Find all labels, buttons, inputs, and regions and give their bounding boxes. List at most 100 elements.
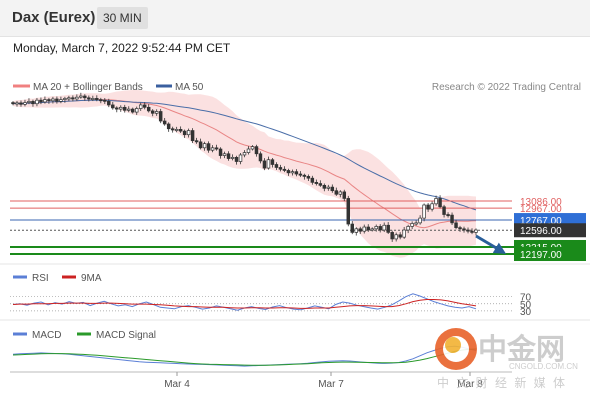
candle: [166, 122, 171, 132]
candle-body: [47, 99, 51, 102]
candle: [190, 128, 195, 144]
candle-body: [454, 222, 458, 228]
candle-body: [87, 97, 91, 100]
candle-body: [15, 102, 19, 105]
candle-body: [210, 147, 215, 151]
candle: [406, 224, 410, 234]
candle-body: [314, 182, 319, 184]
candle: [115, 106, 119, 113]
level-tag-bg: [514, 223, 586, 238]
rsi-tick-label: 30: [520, 307, 532, 318]
candle: [434, 195, 438, 206]
candle-body: [310, 177, 315, 183]
candle-body: [178, 129, 183, 132]
candle: [19, 100, 23, 107]
candle-body: [370, 228, 374, 231]
level-tags: 13086.0012967.0012767.0012596.0012315.00…: [514, 197, 586, 262]
candle-body: [298, 173, 303, 176]
candle: [382, 222, 386, 233]
candle-body: [398, 234, 402, 238]
candle-body: [406, 226, 410, 231]
candle-body: [246, 148, 251, 153]
candle-body: [170, 128, 175, 131]
timeframe-button[interactable]: 30 MIN: [97, 7, 148, 29]
candle: [71, 95, 75, 102]
candle-body: [158, 111, 163, 122]
candle-body: [31, 101, 35, 105]
instrument-title: Dax (Eurex): [12, 9, 96, 26]
candle-body: [450, 214, 454, 224]
candle: [262, 158, 267, 171]
legend-label-rsi: RSI: [32, 273, 49, 284]
candlesticks: [11, 92, 478, 242]
candle-body: [326, 186, 331, 189]
candle: [342, 189, 347, 202]
candle: [79, 92, 83, 99]
candle: [55, 96, 59, 104]
level-label: 12967.00: [520, 204, 562, 215]
candle: [338, 190, 343, 198]
candle: [35, 97, 39, 107]
candle-body: [166, 123, 171, 130]
level-tag-bg: [514, 247, 586, 262]
level-label: 12197.00: [520, 250, 562, 261]
candle-body: [446, 214, 450, 217]
candle-body: [278, 167, 283, 170]
candle: [39, 97, 43, 105]
bollinger-band-area: [13, 90, 476, 258]
candle: [386, 222, 390, 234]
candle-body: [338, 191, 343, 195]
watermark-name: 中金网: [478, 332, 565, 366]
candle: [266, 156, 271, 170]
macd-signal-line: [12, 348, 477, 366]
candle-body: [43, 99, 47, 103]
candle-body: [51, 98, 55, 102]
candle: [142, 102, 147, 110]
candle: [458, 225, 462, 232]
candle-body: [67, 97, 71, 100]
candle-body: [306, 176, 311, 179]
candle: [194, 137, 199, 144]
legend-label-ma50: MA 50: [175, 82, 204, 93]
candle: [75, 94, 79, 101]
candle-body: [262, 160, 267, 169]
candle: [162, 117, 167, 126]
candle: [67, 95, 71, 102]
candle-body: [390, 232, 394, 240]
candle: [354, 227, 358, 236]
candle: [150, 109, 155, 117]
candle: [318, 180, 323, 187]
candle-body: [202, 143, 207, 149]
candle-body: [410, 223, 414, 227]
candle: [214, 144, 219, 151]
candle-body: [238, 154, 243, 162]
candle: [442, 204, 446, 218]
credit-text: Research © 2022 Trading Central: [432, 82, 581, 93]
watermark-tagline: 中 文 财 经 新 媒 体: [437, 375, 567, 390]
candle-body: [342, 191, 347, 199]
candle-body: [182, 130, 187, 136]
candle: [87, 95, 91, 102]
candle: [43, 96, 47, 104]
candle-body: [79, 95, 83, 98]
candle: [158, 108, 163, 124]
candle: [390, 230, 394, 242]
candle: [83, 94, 87, 101]
candle-body: [334, 190, 339, 195]
candle: [418, 215, 422, 225]
candle-body: [346, 198, 351, 225]
candle: [246, 146, 251, 155]
candle: [154, 109, 159, 116]
candle: [103, 98, 107, 104]
candle-body: [430, 203, 434, 210]
legend-label-9ma: 9MA: [81, 273, 102, 284]
candle-body: [194, 140, 199, 143]
candle: [131, 107, 135, 114]
candle: [290, 169, 295, 176]
candle: [198, 138, 203, 150]
candle: [294, 169, 299, 177]
candle-body: [290, 171, 295, 174]
candle-body: [134, 108, 139, 113]
candle: [378, 224, 382, 233]
candle: [298, 171, 303, 178]
